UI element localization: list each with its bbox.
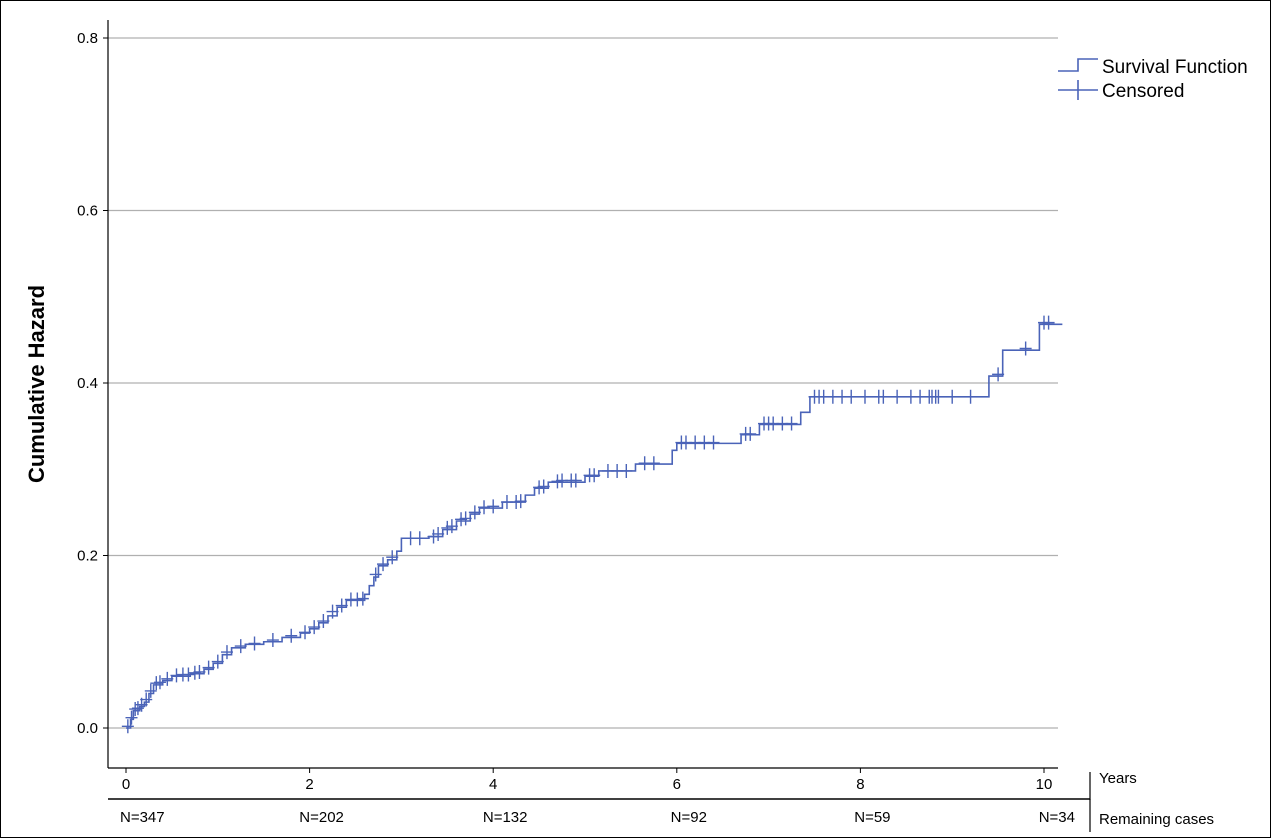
censored-mark <box>234 639 247 654</box>
series-layer <box>121 315 1063 734</box>
censored-mark <box>858 389 871 404</box>
survival-function-line <box>126 323 1063 729</box>
censored-mark <box>1019 341 1032 356</box>
y-tick-label: 0.2 <box>77 548 98 565</box>
censored-mark <box>891 389 904 404</box>
censored-mark <box>266 633 279 648</box>
censored-mark <box>193 664 206 679</box>
censored-mark <box>514 494 527 509</box>
censored-mark <box>125 710 138 725</box>
censored-mark <box>432 526 445 541</box>
censored-mark <box>707 435 720 450</box>
censored-mark <box>413 531 426 546</box>
y-tick-label: 0.8 <box>77 30 98 47</box>
censored-mark <box>121 719 134 734</box>
legend-censored-label: Censored <box>1102 81 1184 102</box>
censored-mark <box>351 592 364 607</box>
y-axis-label: Cumulative Hazard <box>24 285 49 483</box>
remaining-cases-value: N=92 <box>671 809 707 826</box>
years-label: Years <box>1099 770 1137 787</box>
legend-survival-swatch <box>1058 58 1098 72</box>
remaining-cases-label: Remaining cases <box>1099 811 1214 828</box>
risk-table: N=347 N=202 N=132 N=92 N=59 N=34 <box>120 809 1075 826</box>
legend: Survival Function Censored <box>1058 57 1248 102</box>
censored-mark <box>785 416 798 431</box>
censored-mark <box>992 367 1005 382</box>
censored-mark <box>487 499 500 514</box>
axes <box>103 20 1091 832</box>
censored-mark <box>317 614 330 629</box>
censored-mark <box>170 668 183 683</box>
censored-mark <box>248 636 261 651</box>
censored-mark <box>386 550 399 565</box>
censored-mark <box>308 620 321 635</box>
censored-mark <box>964 389 977 404</box>
x-tick-label: 8 <box>856 776 864 793</box>
censored-mark <box>182 667 195 682</box>
censored-mark <box>445 519 458 534</box>
censored-mark <box>211 654 224 669</box>
censored-mark <box>468 505 481 520</box>
legend-censored-swatch <box>1058 80 1098 100</box>
censored-mark <box>161 671 174 686</box>
censored-mark <box>377 557 390 572</box>
remaining-cases-value: N=347 <box>120 809 165 826</box>
censored-mark <box>588 468 601 483</box>
censored-mark <box>478 500 491 515</box>
censored-mark <box>140 692 153 707</box>
censored-mark <box>845 389 858 404</box>
censored-mark <box>744 426 757 441</box>
censored-mark <box>369 567 382 582</box>
censored-mark <box>620 463 633 478</box>
x-tick-label: 4 <box>489 776 497 793</box>
x-tick-label: 0 <box>122 776 130 793</box>
y-tick-labels: 0.0 0.2 0.4 0.6 0.8 <box>77 30 98 737</box>
censored-mark <box>326 604 339 619</box>
censored-mark <box>335 598 348 613</box>
legend-survival-label: Survival Function <box>1102 57 1248 78</box>
censored-mark <box>129 702 142 717</box>
censored-mark <box>356 591 369 606</box>
censored-mark <box>144 683 157 698</box>
censored-mark <box>647 456 660 471</box>
censored-mark <box>1042 315 1055 330</box>
y-tick-label: 0.6 <box>77 203 98 220</box>
x-tick-label: 2 <box>305 776 313 793</box>
x-tick-label: 10 <box>1036 776 1053 793</box>
gridlines <box>108 37 1058 729</box>
y-tick-label: 0.0 <box>77 720 98 737</box>
censored-mark <box>946 389 959 404</box>
censored-mark <box>220 645 233 660</box>
censored-mark <box>299 625 312 640</box>
censored-mark <box>153 675 166 690</box>
censored-mark <box>569 473 582 488</box>
censored-mark <box>202 660 215 675</box>
remaining-cases-value: N=132 <box>483 809 528 826</box>
censored-mark <box>877 389 890 404</box>
remaining-cases-value: N=202 <box>299 809 344 826</box>
remaining-cases-value: N=34 <box>1039 809 1075 826</box>
censored-mark <box>459 511 472 526</box>
x-tick-label: 6 <box>673 776 681 793</box>
censored-mark <box>932 389 945 404</box>
x-tick-labels: 0 2 4 6 8 10 <box>122 776 1053 793</box>
censored-mark <box>537 479 550 494</box>
censored-mark <box>285 628 298 643</box>
remaining-cases-value: N=59 <box>854 809 890 826</box>
y-tick-label: 0.4 <box>77 375 98 392</box>
